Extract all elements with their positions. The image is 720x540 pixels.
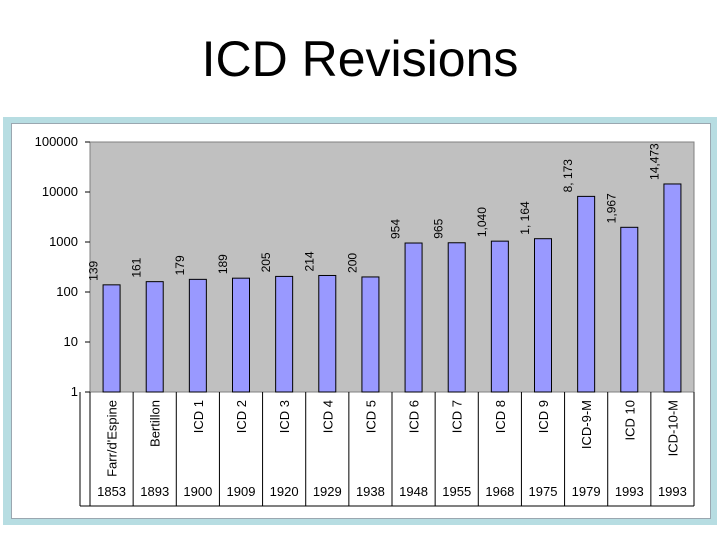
bar <box>534 238 552 393</box>
bar <box>232 277 250 393</box>
data-label: 139 <box>87 261 101 281</box>
slide-title: ICD Revisions <box>201 31 519 87</box>
category-label: ICD 4 <box>320 400 335 433</box>
data-label: 14,473 <box>647 143 661 180</box>
y-tick-label: 100 <box>56 284 78 299</box>
y-tick-label: 1 <box>71 384 78 399</box>
bar <box>577 195 596 393</box>
bar <box>188 278 207 393</box>
category-label: ICD-9-M <box>579 400 594 449</box>
data-label: 214 <box>302 251 316 271</box>
y-tick-label: 10000 <box>42 184 78 199</box>
y-tick-label: 100000 <box>35 134 78 149</box>
year-label: 1968 <box>485 484 514 499</box>
data-label: 965 <box>432 218 446 238</box>
bar <box>447 242 466 393</box>
bar <box>490 240 509 393</box>
category-label: Bertillon <box>148 400 163 447</box>
y-tick-label: 1000 <box>49 234 78 249</box>
year-label: 1893 <box>140 484 169 499</box>
data-label: 200 <box>345 253 359 273</box>
bar <box>404 242 423 393</box>
year-label: 1929 <box>313 484 342 499</box>
year-label: 1993 <box>658 484 687 499</box>
y-tick-label: 10 <box>64 334 78 349</box>
category-label: ICD 1 <box>191 400 206 433</box>
data-label: 179 <box>173 255 187 275</box>
category-label: ICD-10-M <box>665 400 680 456</box>
bar <box>620 226 639 393</box>
year-label: 1909 <box>227 484 256 499</box>
bar <box>145 281 164 393</box>
category-label: Farr/d'Espine <box>105 400 120 477</box>
chart-area: 100000 10000 1000 100 10 1 139 161 179 189 205 214 2… <box>11 123 711 519</box>
data-label: 1, 164 <box>518 201 532 235</box>
category-label: ICD 5 <box>363 400 378 433</box>
category-label: ICD 9 <box>536 400 551 433</box>
bar <box>663 183 682 393</box>
year-label: 1853 <box>97 484 126 499</box>
year-label: 1975 <box>529 484 558 499</box>
year-label: 1920 <box>270 484 299 499</box>
bar <box>275 275 294 393</box>
bar <box>318 274 337 393</box>
category-label: ICD 3 <box>277 400 292 433</box>
category-label: ICD 10 <box>622 400 637 440</box>
year-label: 1948 <box>399 484 428 499</box>
bar-chart: 100000 10000 1000 100 10 1 139 161 179 189 205 214 2… <box>35 134 695 507</box>
year-label: 1900 <box>183 484 212 499</box>
category-label: ICD 8 <box>493 400 508 433</box>
bar <box>102 284 121 393</box>
year-label: 1938 <box>356 484 385 499</box>
bar <box>361 276 380 393</box>
data-label: 161 <box>130 257 144 277</box>
year-label: 1993 <box>615 484 644 499</box>
data-label: 954 <box>389 219 403 239</box>
data-label: 1,040 <box>475 207 489 237</box>
data-label: 8, 173 <box>561 159 575 193</box>
chart-frame: 100000 10000 1000 100 10 1 139 161 179 189 205 214 2… <box>3 117 717 525</box>
data-label: 205 <box>259 252 273 272</box>
data-label: 1,967 <box>604 193 618 223</box>
year-label: 1955 <box>442 484 471 499</box>
category-label: ICD 6 <box>407 400 422 433</box>
data-label: 189 <box>216 254 230 274</box>
year-label: 1979 <box>572 484 601 499</box>
category-label: ICD 7 <box>450 400 465 433</box>
category-label: ICD 2 <box>234 400 249 433</box>
